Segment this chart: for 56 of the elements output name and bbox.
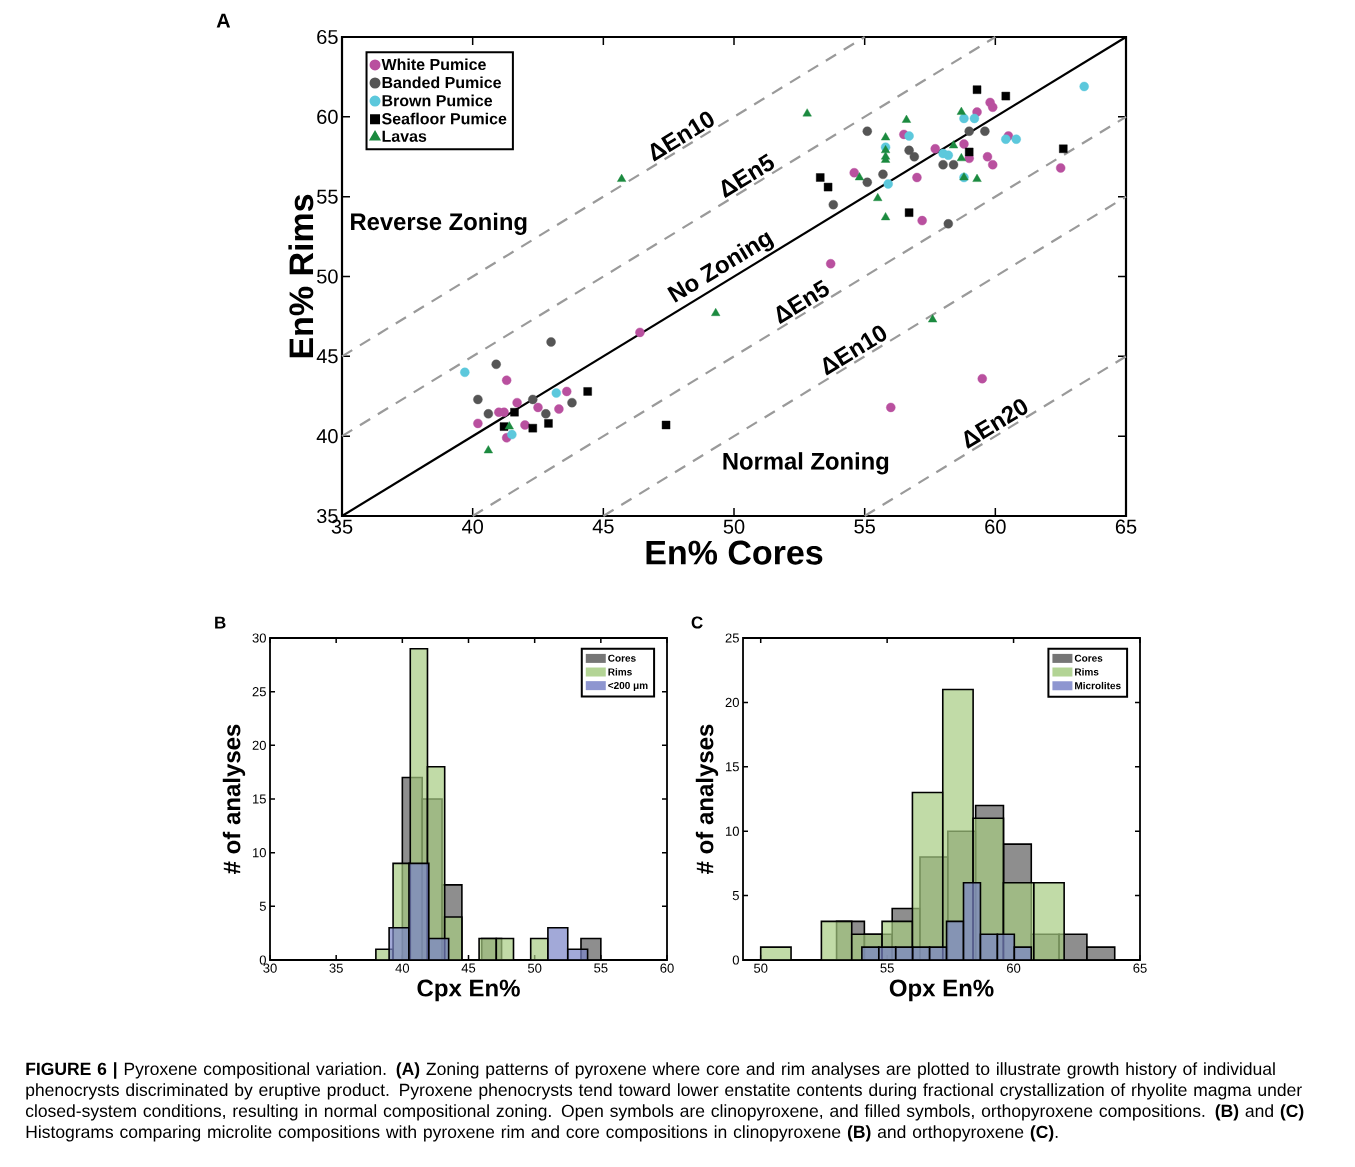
- x-axis-title: En% Cores: [646, 540, 823, 565]
- x-tick-label: 65: [1115, 519, 1137, 534]
- y-tick-label: 10: [726, 826, 739, 836]
- legend-label: Rims: [1075, 668, 1099, 676]
- y-tick-label: 40: [316, 429, 338, 444]
- y-tick-label: 0: [259, 955, 266, 965]
- text: FIGURE 6 | Pyroxene compositional variation. (A) Zoning patterns of pyroxene where core and rim analyses are plotted to illustrate growth history of individual phenocrysts discriminated by eruptive product. Pyroxene phenocrysts tend toward lower enstatite contents during fractional crystallization of rhyolite magma under closed-system conditions, resulting in normal compositional zoning. Open symbols are clinopyroxene, and filled symbols, orthopyroxene compositions. (B) and (C) Histograms comparing microlite compositions with pyroxene rim and core compositions in clinopyroxene (B) and orthopyroxene (C).: [25, 1062, 1304, 1142]
- legend-label: Rims: [608, 668, 632, 676]
- chart-title: A: [216, 13, 231, 28]
- legend-label: Cores: [608, 654, 636, 662]
- x-tick-label: 65: [1133, 963, 1147, 973]
- x-tick-label: 40: [462, 519, 483, 534]
- x-tick-label: 50: [527, 963, 542, 973]
- legend-label: Cores: [1074, 654, 1103, 662]
- x-tick-label: 45: [461, 963, 476, 973]
- legend-label: Brown Pumice: [382, 94, 493, 107]
- y-tick-label: 25: [725, 633, 739, 643]
- annotation: Reverse Zoning: [351, 212, 527, 235]
- y-tick-label: 15: [726, 762, 739, 772]
- x-axis-title: Cpx En%: [417, 979, 520, 1002]
- y-tick-label: 0: [732, 955, 739, 965]
- y-tick-label: 25: [252, 687, 266, 697]
- annotation: Normal Zoning: [723, 452, 889, 475]
- y-tick-label: 15: [253, 794, 266, 804]
- x-tick-label: 60: [1007, 963, 1021, 973]
- y-tick-label: 50: [317, 269, 338, 284]
- legend-label: Seafloor Pumice: [381, 112, 507, 125]
- y-tick-label: 5: [259, 901, 266, 911]
- legend-label: <200 μm: [608, 681, 648, 691]
- chart-title: B: [215, 616, 226, 629]
- y-axis-title: En% Rims: [288, 194, 314, 358]
- legend-label: Microlites: [1075, 681, 1121, 690]
- y-tick-label: 55: [317, 189, 338, 204]
- y-tick-label: 30: [252, 633, 266, 643]
- y-tick-label: 65: [317, 29, 338, 45]
- chart-title: C: [691, 616, 703, 629]
- x-tick-label: 60: [985, 519, 1006, 534]
- x-tick-label: 50: [754, 963, 768, 973]
- x-tick-label: 55: [594, 963, 608, 973]
- x-tick-label: 55: [880, 963, 894, 973]
- y-tick-label: 10: [253, 848, 266, 858]
- y-tick-label: 20: [252, 740, 266, 750]
- x-tick-label: 55: [854, 519, 875, 534]
- legend-label: Lavas: [382, 130, 427, 142]
- x-tick-label: 40: [395, 963, 410, 973]
- y-tick-label: 20: [725, 697, 739, 707]
- y-tick-label: 5: [732, 891, 739, 901]
- x-tick-label: 45: [592, 519, 614, 534]
- y-axis-title: # of analyses: [695, 724, 719, 874]
- y-tick-label: 45: [316, 349, 338, 364]
- legend-label: Banded Pumice: [382, 76, 501, 89]
- x-axis-title: Opx En%: [889, 979, 994, 1002]
- y-axis-title: # of analyses: [222, 724, 246, 874]
- y-tick-label: 60: [317, 109, 338, 124]
- x-tick-label: 60: [660, 963, 674, 973]
- legend-label: White Pumice: [381, 58, 486, 71]
